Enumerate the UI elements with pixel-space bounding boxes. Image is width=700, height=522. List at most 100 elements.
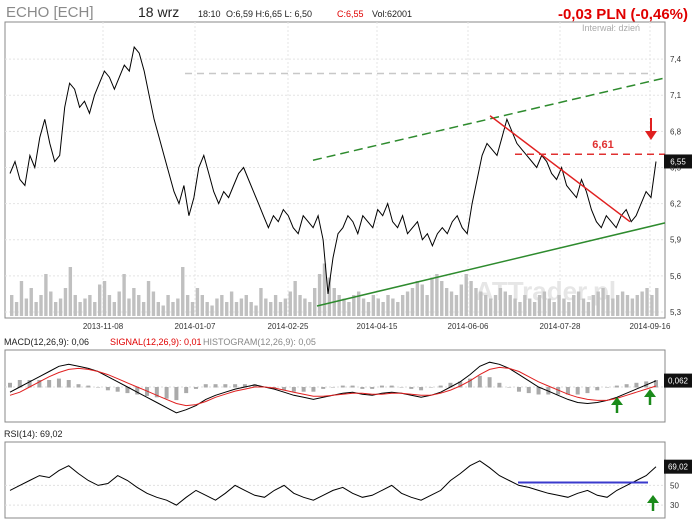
volume-bar [229,291,234,316]
macd-histogram-bar [135,387,140,395]
volume-bar [601,288,605,316]
volume-bar [156,302,161,316]
price-y-tick: 6,2 [670,200,682,209]
volume-bar [611,298,615,316]
volume-bar [454,295,459,316]
volume-bar [181,267,185,316]
volume-bar [410,288,415,316]
macd-histogram-bar [595,387,600,391]
macd-histogram-bar [86,385,91,388]
price-x-tick: 2014-06-06 [448,322,489,331]
volume-bar [542,291,547,316]
volume-bar [141,302,146,316]
volume-bar [117,291,121,316]
rsi-panel [4,441,666,519]
volume-bar [278,302,283,316]
macd-histogram-bar [331,387,335,388]
volume-bar [234,302,239,316]
volume-label: Vol:62001 [372,9,412,19]
volume-bar [283,298,288,316]
volume-bar [425,295,429,316]
volume-bar [371,295,376,316]
macd-title: MACD(12,26,9): 0,06 [4,337,89,347]
volume-bar [107,295,112,316]
volume-bar [469,281,473,316]
macd-histogram-bar [282,387,287,391]
macd-histogram-bar [56,378,61,388]
volume-bar [327,277,332,316]
red-arrow-down-icon [645,131,657,140]
histogram-label: HISTOGRAM(12,26,9): 0,05 [203,337,316,347]
price-x-ticks: 2013-11-08 2014-01-07 2014-02-25 2014-04-15… [83,322,671,331]
volume-bar [14,302,19,316]
macd-panel [4,349,666,423]
volume-bar [244,295,248,316]
volume-bar [484,295,488,316]
volume-bar [171,302,175,316]
macd-histogram-bar [389,385,394,388]
change-label: -0,03 PLN (-0,46%) [558,6,688,23]
volume-bar [581,298,586,316]
volume-bar [269,302,273,316]
volume-bar [259,288,263,316]
price-line [9,45,657,294]
price-x-tick: 2014-07-28 [540,322,581,331]
macd-histogram-bar [556,387,561,395]
price-x-tick: 2014-09-16 [630,322,671,331]
volume-bar [645,288,649,316]
macd-histogram-bar [438,385,443,388]
volume-bar [273,295,278,316]
signal-label: SIGNAL(12,26,9): 0,01 [110,337,202,347]
volume-bar [337,295,341,316]
macd-histogram-bar [105,387,110,391]
macd-histogram-bar [497,382,502,388]
time-label: 18:10 [198,9,221,19]
volume-bar [415,281,420,316]
volume-bar [205,302,209,316]
macd-histogram-bar [321,387,326,389]
price-y-tick: 6,5 [670,163,682,172]
volume-bar [386,295,390,316]
price-last-value: 6,55 [670,157,686,166]
volume-bar [322,263,327,316]
resistance-level-label: 6,61 [592,139,613,151]
macd-histogram-bar [66,380,71,388]
macd-histogram-bar [507,387,512,388]
volume-bar [288,291,292,316]
volume-bar [420,284,424,316]
price-y-tick: 5,3 [670,308,682,317]
volume-bar [498,288,503,316]
macd-histogram-bar [203,384,208,388]
volume-bar [132,288,136,316]
rsi-line [9,460,657,506]
volume-bar [444,288,449,316]
macd-histogram-bar [487,377,492,388]
volume-bar [68,267,73,316]
volume-bar [630,298,635,316]
price-x-tick: 2014-04-15 [357,322,398,331]
volume-bar [430,277,434,316]
macd-histogram-bar [291,387,296,392]
macd-histogram-bar [115,387,120,392]
macd-histogram-bar [468,378,473,388]
volume-bar [317,274,322,316]
rsi-chart: 50 30 69,02 [5,459,692,511]
volume-bar [298,295,302,316]
channel-upper-trendline [312,77,664,161]
green-arrow-up-icon [611,397,623,405]
volume-bar [19,281,24,316]
volume-bar [567,302,571,316]
volume-bar [606,295,610,316]
signal-line [9,366,657,407]
green-arrow-up-icon [644,389,656,397]
volume-bar [352,295,356,316]
volume-bar [97,284,102,316]
volume-bar [396,302,400,316]
rsi-last-value-box [664,459,692,474]
macd-histogram-bar [223,384,228,388]
volume-bar [127,298,131,316]
volume-bar [586,302,591,316]
price-x-tick: 2014-01-07 [175,322,216,331]
volume-bar [53,302,58,316]
volume-bar [102,281,107,316]
